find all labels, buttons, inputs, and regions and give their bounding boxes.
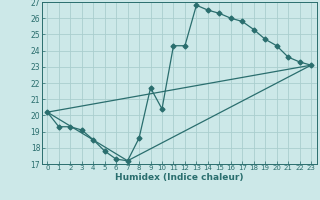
X-axis label: Humidex (Indice chaleur): Humidex (Indice chaleur)	[115, 173, 244, 182]
